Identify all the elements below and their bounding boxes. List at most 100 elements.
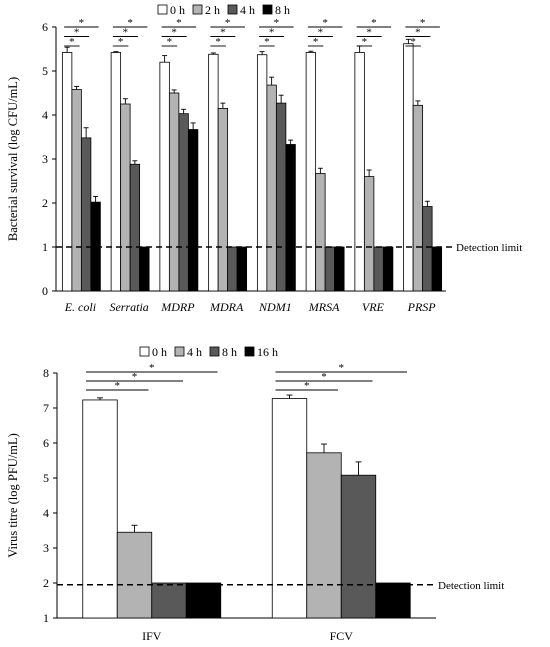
bar-prsp-8-h [431,246,443,292]
y-tick-label: 6 [42,20,48,34]
significance-star: * [362,36,368,48]
bar-fcv-4-h [306,452,342,619]
bar-e-coli-2-h [71,89,82,292]
significance-star: * [264,36,270,48]
legend-label-0-h: 0 h [170,3,185,17]
significance-star: * [176,17,182,29]
significance-star: * [127,17,133,29]
x-tick-label: Serratia [109,300,148,314]
significance-star: * [74,27,80,39]
legend-swatch-8-h [262,4,273,15]
bar-prsp-0-h [403,43,414,292]
bar-ndm1-8-h [285,144,296,292]
bar-vre-4-h [373,246,384,292]
bar-serratia-2-h [120,103,131,292]
y-tick-label: 2 [43,576,49,590]
legend-swatch-2-h [192,4,203,15]
significance-star: * [79,17,85,29]
legend-swatch-16-h [244,346,255,357]
significance-star: * [322,17,328,29]
significance-star: * [215,36,221,48]
significance-star: * [415,27,421,39]
significance-star: * [132,371,138,383]
virus-titre-chart: Virus titre (log PFU/mL) 1 2 3 4 5 6 7 8 IFV * * * FC… [6,345,504,643]
significance-star: * [220,27,226,39]
detection-limit-label: Detection limit [438,580,504,592]
bar-vre-0-h [354,52,365,292]
bacterial-survival-chart: Bacterial survival (log CFU/mL) 0 1 2 3 4 5 6 E.… [6,3,522,314]
bar-mdrp-0-h [159,61,170,292]
legend-label-2-h: 2 h [205,3,220,17]
x-tick-label: MDRA [209,300,244,314]
y-tick-label: 7 [43,401,49,415]
bar-vre-8-h [382,246,394,292]
significance-star: * [149,362,155,374]
significance-star: * [118,36,124,48]
legend-swatch-4-h [174,346,185,357]
bar-serratia-0-h [110,52,122,292]
bar-mrsa-4-h [324,246,336,292]
bar-ifv-8-h [151,582,187,619]
significance-star: * [167,36,173,48]
bar-ndm1-2-h [266,84,277,292]
bar-ifv-16-h [185,582,222,619]
bar-prsp-4-h [422,206,433,292]
bar-mrsa-8-h [334,246,345,292]
significance-star: * [313,36,319,48]
bar-mdra-2-h [217,108,229,292]
y-tick-label: 5 [43,471,49,485]
bar-serratia-8-h [139,246,150,292]
significance-star: * [339,362,345,374]
bar-ifv-0-h [82,399,118,619]
legend-swatch-8-h [209,346,220,357]
significance-star: * [318,27,324,39]
legend-label-4-h: 4 h [240,3,255,17]
y-tick-label: 1 [42,240,48,254]
x-tick-label: MRSA [308,300,340,314]
y-tick-label: 5 [42,64,48,78]
significance-star: * [410,36,416,48]
legend-label-16-h: 16 h [257,345,278,359]
bar-mdrp-2-h [168,92,180,292]
legend-label-4-h: 4 h [187,345,202,359]
bar-mdra-4-h [227,246,238,292]
significance-star: * [420,17,426,29]
bar-fcv-16-h [375,582,411,619]
legend-swatch-0-h [157,4,168,15]
detection-limit-label: Detection limit [456,242,522,254]
y-tick-label: 2 [42,196,48,210]
bar-fcv-8-h [340,474,377,619]
significance-star: * [274,17,280,29]
legend-label-0-h: 0 h [152,345,167,359]
bar-ifv-4-h [116,531,153,619]
significance-star: * [269,27,275,39]
legend-swatch-0-h [139,346,150,357]
significance-star: * [321,371,327,383]
x-tick-label: MDRP [160,300,195,314]
bar-mrsa-0-h [305,52,317,292]
significance-star: * [171,27,177,39]
y-tick-label: 3 [43,541,49,555]
bar-prsp-2-h [412,104,424,292]
significance-star: * [69,36,75,48]
bar-mrsa-2-h [315,173,326,292]
bar-serratia-4-h [129,163,141,292]
bar-mdrp-4-h [178,113,189,292]
bar-mdra-0-h [208,53,219,292]
x-tick-label: IFV [142,629,162,643]
significance-star: * [123,27,129,39]
significance-star: * [366,27,372,39]
significance-star: * [371,17,377,29]
y-tick-label: 3 [42,152,48,166]
significance-star: * [225,17,231,29]
legend-swatch-4-h [227,4,238,15]
significance-star: * [304,380,310,392]
x-tick-label: VRE [362,300,385,314]
y-tick-label: 1 [43,611,49,625]
y-axis-label: Virus titre (log PFU/mL) [6,433,20,558]
bar-ndm1-4-h [275,102,287,292]
bar-ndm1-0-h [256,54,268,292]
y-tick-label: 8 [43,366,49,380]
x-tick-label: E. coli [64,300,96,314]
